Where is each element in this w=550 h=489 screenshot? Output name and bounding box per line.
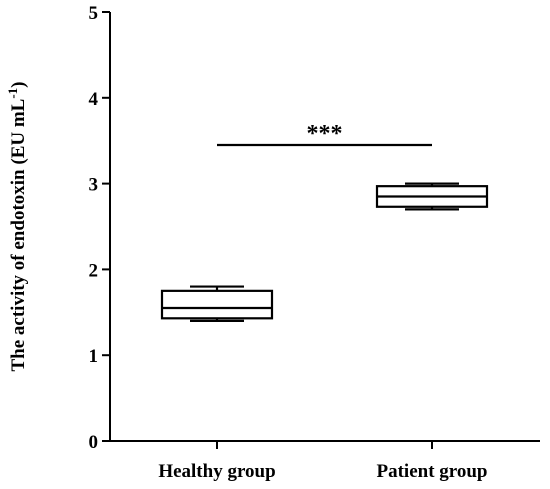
y-axis-title-superscript: -1 [5,88,20,99]
y-ticks: 0 1 2 3 4 5 [89,3,110,453]
x-ticks: Healthy group Patient group [158,441,488,482]
box-plots [160,182,489,322]
significance-label: *** [307,121,343,147]
x-category-label: Patient group [376,461,487,482]
box-plot-patient [375,182,489,211]
y-tick-label: 4 [89,89,99,110]
x-category-label: Healthy group [158,461,275,482]
box-iqr [160,289,274,320]
y-axis-title-close: ) [8,81,29,87]
significance-annotation: *** [217,121,432,147]
y-tick-label: 1 [89,346,99,367]
y-tick-label: 0 [89,432,99,453]
box-plot-healthy [160,285,274,322]
y-tick-label: 2 [89,260,99,281]
axes [109,12,540,442]
y-tick-label: 3 [89,175,99,196]
y-axis-title-main: The activity of endotoxin (EU mL [8,99,29,372]
y-tick-label: 5 [89,3,99,24]
y-axis-title: The activity of endotoxin (EU mL-1) [5,81,30,371]
